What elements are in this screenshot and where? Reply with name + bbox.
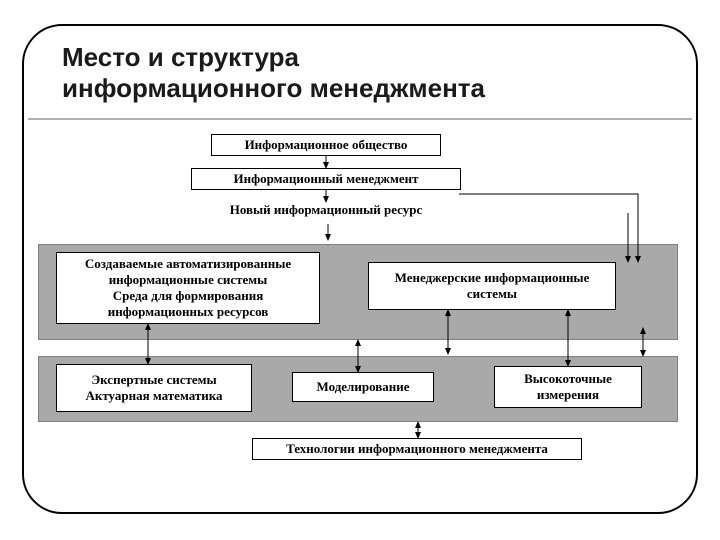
title-line-1: Место и структура <box>62 42 622 73</box>
node-label: Создаваемые автоматизированные информаци… <box>63 256 313 321</box>
node-modeling: Моделирование <box>292 372 434 402</box>
node-label: Информационное общество <box>245 137 408 153</box>
node-label: Экспертные системыАктуарная математика <box>85 372 222 405</box>
node-label: Моделирование <box>316 379 409 395</box>
node-tech-info-management: Технологии информационного менеджмента <box>252 438 582 460</box>
node-expert-systems: Экспертные системыАктуарная математика <box>56 364 252 412</box>
node-info-society: Информационное общество <box>211 134 441 156</box>
slide-title: Место и структура информационного менедж… <box>62 42 622 104</box>
title-line-2: информационного менеджмента <box>62 73 622 104</box>
node-managerial-systems: Менеджерские информационные системы <box>368 262 616 310</box>
diagram-area: Информационное общество Информационный м… <box>28 128 692 512</box>
node-automated-systems: Создаваемые автоматизированные информаци… <box>56 252 320 324</box>
node-label: Менеджерские информационные системы <box>375 270 609 303</box>
node-info-management: Информационный менеджмент <box>191 168 461 190</box>
node-label: Новый информационный ресурс <box>230 202 423 217</box>
node-label: Высокоточные измерения <box>501 371 635 404</box>
node-label: Технологии информационного менеджмента <box>286 441 548 457</box>
node-precision-measurements: Высокоточные измерения <box>494 366 642 408</box>
title-underline <box>28 118 692 120</box>
node-label: Информационный менеджмент <box>234 171 419 187</box>
node-new-resource: Новый информационный ресурс <box>193 202 459 218</box>
